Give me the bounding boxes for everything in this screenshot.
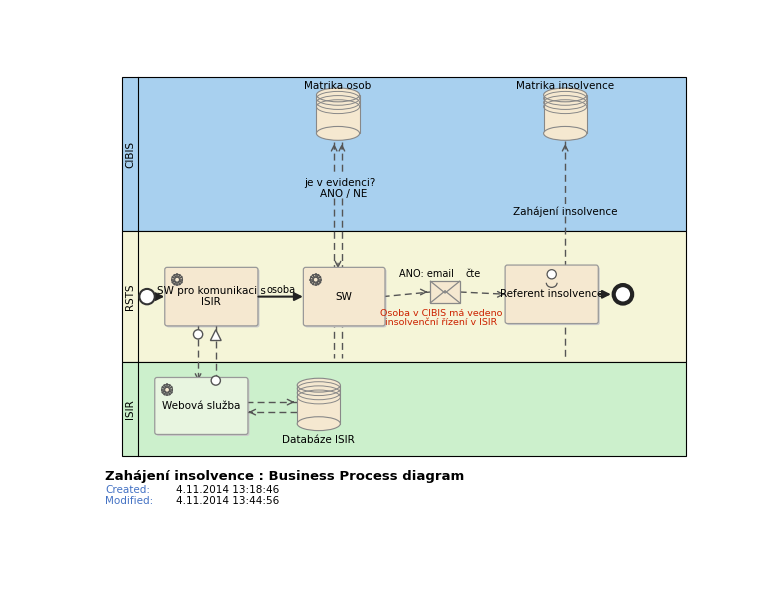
Text: 4.11.2014 13:44:56: 4.11.2014 13:44:56 [176,496,280,506]
Text: SW pro komunikaci s
ISIR: SW pro komunikaci s ISIR [157,286,266,307]
Text: CIBIS: CIBIS [125,141,135,168]
Text: insolvenční řízení v ISIR: insolvenční řízení v ISIR [385,318,497,327]
Circle shape [547,269,556,279]
Ellipse shape [544,88,587,102]
Bar [316,95,360,133]
FancyBboxPatch shape [155,378,248,434]
Text: Referent insolvence: Referent insolvence [500,290,604,299]
Text: ANO: email: ANO: email [399,269,454,279]
Bar [298,385,340,423]
FancyBboxPatch shape [506,266,600,325]
Text: ISIR: ISIR [125,399,135,419]
Circle shape [164,387,170,392]
Text: Matrika insolvence: Matrika insolvence [516,81,614,90]
Text: Created:: Created: [105,485,150,496]
Ellipse shape [298,378,340,392]
Ellipse shape [544,126,587,141]
Text: Zahájení insolvence : Business Process diagram: Zahájení insolvence : Business Process d… [105,470,465,483]
FancyBboxPatch shape [505,265,598,324]
FancyBboxPatch shape [305,269,386,327]
Circle shape [313,277,318,282]
FancyBboxPatch shape [303,268,385,326]
Polygon shape [210,330,221,340]
Bar [122,77,686,231]
Circle shape [211,376,220,385]
Bar [431,281,460,303]
Text: 4.11.2014 13:18:46: 4.11.2014 13:18:46 [176,485,280,496]
Bar [544,95,587,133]
Circle shape [614,285,633,304]
Circle shape [174,277,179,282]
Bar [122,231,686,362]
Text: je v evidenci?: je v evidenci? [304,178,375,188]
Circle shape [193,330,203,339]
Text: Webová služba: Webová služba [162,401,241,411]
Ellipse shape [316,126,360,141]
Text: Osoba v CIBIS má vedeno: Osoba v CIBIS má vedeno [380,309,502,318]
FancyBboxPatch shape [157,379,249,436]
Text: RSTS: RSTS [125,284,135,310]
FancyBboxPatch shape [165,268,258,326]
Text: čte: čte [466,269,481,279]
Text: SW: SW [336,291,353,302]
Text: ANO / NE: ANO / NE [320,189,368,199]
Bar [122,362,686,456]
Ellipse shape [316,88,360,102]
Text: Databáze ISIR: Databáze ISIR [283,435,355,445]
FancyBboxPatch shape [166,269,259,327]
Text: osoba: osoba [266,285,295,295]
Circle shape [139,289,155,304]
Text: Zahájení insolvence: Zahájení insolvence [513,207,618,217]
Ellipse shape [298,417,340,431]
Text: Matrika osob: Matrika osob [305,81,372,90]
Text: Modified:: Modified: [105,496,153,506]
